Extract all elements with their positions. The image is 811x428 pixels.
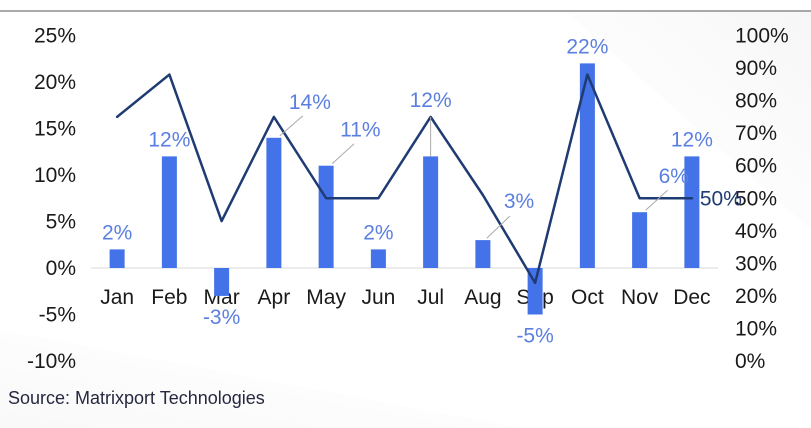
svg-text:-3%: -3% xyxy=(203,306,240,329)
svg-text:11%: 11% xyxy=(340,119,380,142)
svg-text:25%: 25% xyxy=(34,25,76,48)
svg-text:12%: 12% xyxy=(410,89,452,112)
svg-text:Source: Matrixport Technologie: Source: Matrixport Technologies xyxy=(8,388,265,408)
svg-text:30%: 30% xyxy=(735,252,777,275)
svg-text:Jun: Jun xyxy=(361,286,395,309)
svg-text:70%: 70% xyxy=(735,122,777,145)
svg-text:3%: 3% xyxy=(504,190,534,213)
svg-text:Feb: Feb xyxy=(151,286,187,309)
svg-text:0%: 0% xyxy=(735,350,765,373)
svg-text:60%: 60% xyxy=(735,155,777,178)
svg-text:22%: 22% xyxy=(566,35,608,58)
svg-text:6%: 6% xyxy=(659,165,689,188)
svg-text:0%: 0% xyxy=(46,257,76,280)
svg-text:May: May xyxy=(306,286,346,309)
svg-text:10%: 10% xyxy=(735,317,777,340)
svg-text:-10%: -10% xyxy=(27,350,76,373)
svg-text:Jan: Jan xyxy=(100,286,134,309)
svg-text:50%: 50% xyxy=(700,187,742,210)
svg-text:12%: 12% xyxy=(671,128,713,151)
svg-text:90%: 90% xyxy=(735,57,777,80)
svg-text:-5%: -5% xyxy=(39,304,76,327)
svg-text:20%: 20% xyxy=(34,71,76,94)
svg-text:14%: 14% xyxy=(289,91,331,114)
svg-text:Apr: Apr xyxy=(258,286,291,309)
svg-text:20%: 20% xyxy=(735,285,777,308)
svg-text:15%: 15% xyxy=(34,118,76,141)
svg-text:-5%: -5% xyxy=(516,325,553,348)
svg-text:5%: 5% xyxy=(46,211,76,234)
svg-text:40%: 40% xyxy=(735,220,777,243)
svg-text:10%: 10% xyxy=(34,164,76,187)
svg-text:12%: 12% xyxy=(148,128,190,151)
svg-text:Nov: Nov xyxy=(621,286,659,309)
svg-text:100%: 100% xyxy=(735,25,789,48)
svg-text:Aug: Aug xyxy=(464,286,501,309)
svg-text:80%: 80% xyxy=(735,90,777,113)
svg-text:Jul: Jul xyxy=(417,286,444,309)
svg-text:2%: 2% xyxy=(363,221,393,244)
svg-text:Dec: Dec xyxy=(673,286,710,309)
svg-text:2%: 2% xyxy=(102,221,132,244)
svg-text:Oct: Oct xyxy=(571,286,604,309)
